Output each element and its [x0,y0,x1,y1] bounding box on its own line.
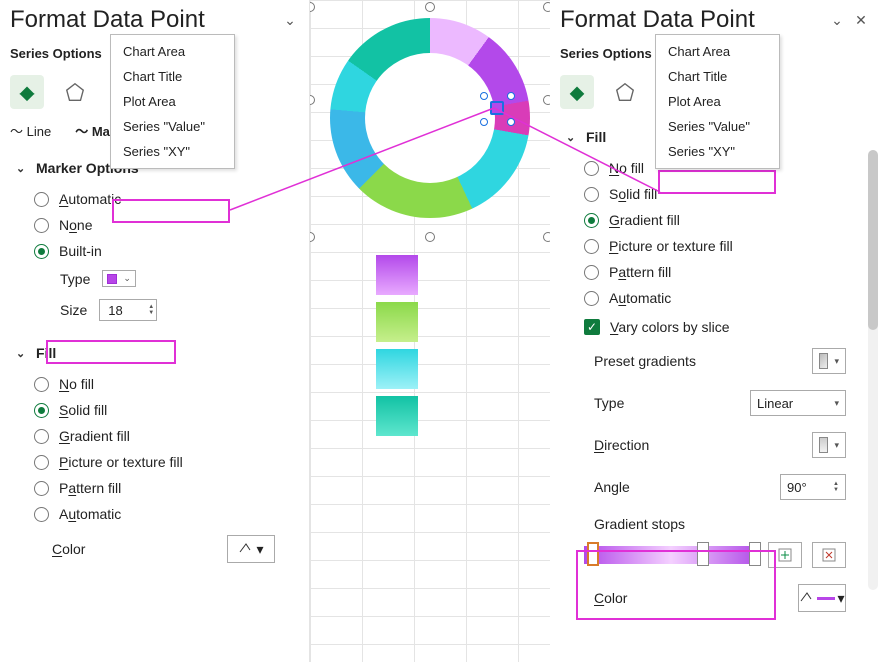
angle-input[interactable]: 90° ▲▼ [780,474,846,500]
series-options-link[interactable]: Series Options [10,46,102,61]
scrollbar[interactable] [868,150,878,590]
radio-gradfill[interactable]: Gradient fill [566,207,864,233]
left-pane: Format Data Point ⌄ Series Options ⌄ Cha… [0,0,310,662]
selection-handle[interactable] [425,232,435,242]
radio-autofill[interactable]: Automatic [16,501,293,527]
dropdown-item[interactable]: Series "Value" [656,114,779,139]
add-stop-button[interactable] [768,542,802,568]
legend-swatch[interactable] [376,255,418,295]
dropdown-item[interactable]: Chart Area [111,39,234,64]
remove-stop-button[interactable] [812,542,846,568]
dropdown-item[interactable]: Series "Value" [111,114,234,139]
right-pane: Format Data Point ⌄ ✕ Series Options ⌄ C… [550,0,880,662]
dropdown-item[interactable]: Series "XY" [656,139,779,164]
radio-builtin[interactable]: Built-in [16,238,293,264]
marker-handle[interactable] [507,118,515,126]
radio-autofill[interactable]: Automatic [566,285,864,311]
gradient-stop[interactable] [697,542,709,566]
type-label: Type [60,271,90,287]
angle-label: Angle [594,479,630,495]
radio-none[interactable]: None [16,212,293,238]
expander-icon[interactable]: ⌄ [16,347,26,360]
marker-type-picker[interactable]: ⌄ [102,270,136,287]
gradient-stop[interactable] [587,542,599,566]
direction-picker[interactable]: ▾ [812,432,846,458]
gradtype-label: Type [594,395,624,411]
gradient-stop[interactable] [749,542,761,566]
pane-title: Format Data Point [560,6,822,34]
marker-handle[interactable] [480,118,488,126]
chart-canvas [310,0,550,662]
dropdown-item[interactable]: Series "XY" [111,139,234,164]
dropdown-item[interactable]: Plot Area [656,89,779,114]
chevron-down-icon[interactable]: ⌄ [281,12,299,29]
dropdown-item[interactable]: Chart Title [111,64,234,89]
chevron-down-icon[interactable]: ⌄ [828,12,846,29]
donut-chart[interactable] [330,18,530,218]
line-subtab[interactable]: 〜 Line [10,121,51,140]
pane-title: Format Data Point [10,6,275,34]
series-dropdown: Chart AreaChart TitlePlot AreaSeries "Va… [110,34,235,169]
gradstops-label: Gradient stops [584,516,846,532]
legend-swatch[interactable] [376,349,418,389]
vary-colors-checkbox[interactable]: ✓ Vary colors by slice [566,311,864,340]
marker-handle[interactable] [507,92,515,100]
fill-heading: Fill [36,345,56,361]
close-icon[interactable]: ✕ [852,12,870,29]
expander-icon[interactable]: ⌄ [566,131,576,144]
dropdown-item[interactable]: Chart Title [656,64,779,89]
marker-size-input[interactable]: 18 ▲▼ [99,299,157,321]
radio-patfill[interactable]: Pattern fill [16,475,293,501]
radio-automatic[interactable]: Automatic [16,186,293,212]
effects-tab[interactable] [58,75,92,109]
color-picker[interactable]: ▾ [798,584,846,612]
radio-solidfill[interactable]: Solid fill [566,181,864,207]
preset-gradient-picker[interactable]: ▾ [812,348,846,374]
effects-tab[interactable] [608,75,642,109]
fill-heading: Fill [586,129,606,145]
expander-icon[interactable]: ⌄ [16,162,26,175]
preset-label: Preset gradients [594,353,696,369]
series-dropdown: Chart AreaChart TitlePlot AreaSeries "Va… [655,34,780,169]
fill-tab[interactable] [10,75,44,109]
radio-patfill[interactable]: Pattern fill [566,259,864,285]
fill-tab[interactable] [560,75,594,109]
radio-gradfill[interactable]: Gradient fill [16,423,293,449]
radio-picfill[interactable]: Picture or texture fill [566,233,864,259]
size-label: Size [60,302,87,318]
xy-marker[interactable] [490,101,504,115]
dropdown-item[interactable]: Plot Area [111,89,234,114]
legend-swatch[interactable] [376,396,418,436]
dropdown-item[interactable]: Chart Area [656,39,779,64]
marker-handle[interactable] [480,92,488,100]
color-picker[interactable]: ▾ [227,535,275,563]
gradient-type-select[interactable]: Linear▾ [750,390,846,416]
radio-picfill[interactable]: Picture or texture fill [16,449,293,475]
selection-handle[interactable] [425,2,435,12]
radio-solidfill[interactable]: Solid fill [16,397,293,423]
gradient-stops-track[interactable] [584,546,758,564]
radio-nofill[interactable]: No fill [16,371,293,397]
series-options-link[interactable]: Series Options [560,46,652,61]
legend-swatch[interactable] [376,302,418,342]
